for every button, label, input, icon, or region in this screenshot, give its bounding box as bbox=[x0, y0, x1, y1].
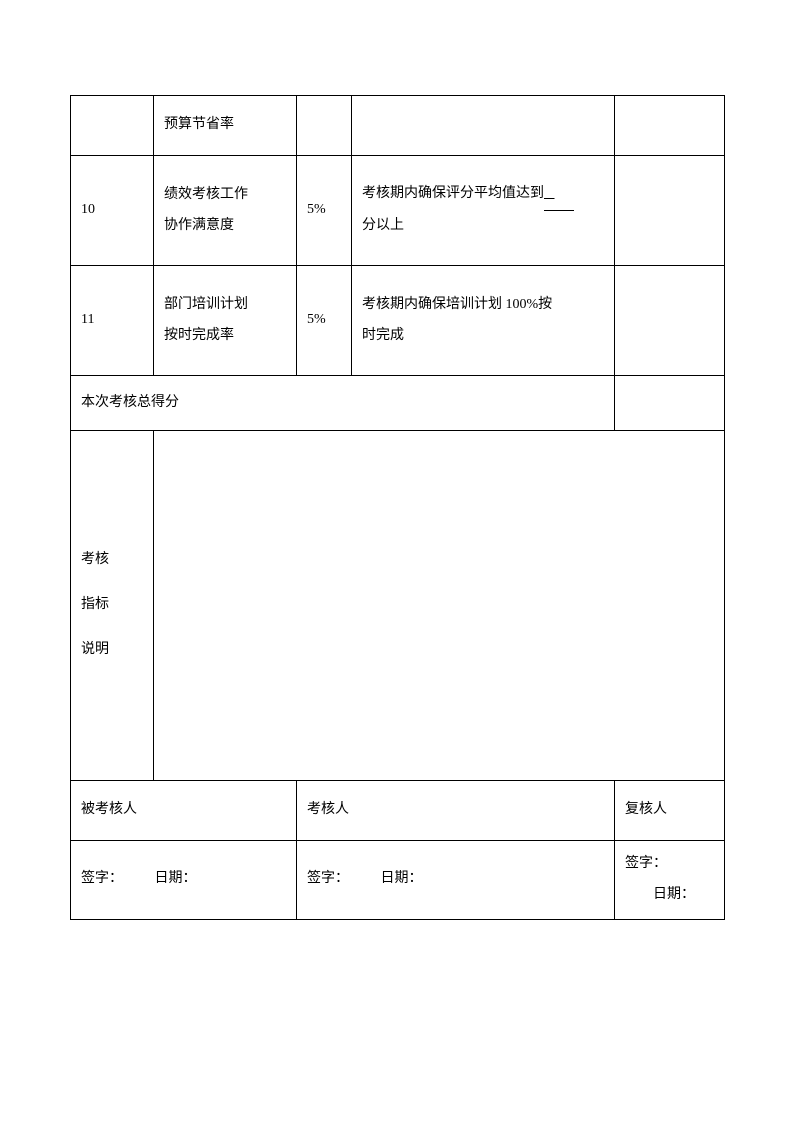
desc-line: 时完成 bbox=[362, 321, 604, 352]
cell-assessed-label: 被考核人 bbox=[71, 781, 297, 841]
cell-num: 10 bbox=[71, 156, 154, 266]
table-row: 11 部门培训计划 按时完成率 5% 考核期内确保培训计划 100%按 时完成 bbox=[71, 266, 725, 376]
desc-line: 考核期内确保培训计划 100%按 bbox=[362, 290, 604, 321]
cell-metric: 预算节省率 bbox=[154, 96, 297, 156]
cell-metric: 部门培训计划 按时完成率 bbox=[154, 266, 297, 376]
cell-reviewer-label: 复核人 bbox=[615, 781, 725, 841]
cell-total-label: 本次考核总得分 bbox=[71, 376, 615, 431]
cell-instruction-body bbox=[154, 431, 725, 781]
cell-num: 11 bbox=[71, 266, 154, 376]
blank-underline bbox=[544, 179, 574, 211]
signature-label: 签字： bbox=[307, 864, 349, 895]
cell-metric: 绩效考核工作 协作满意度 bbox=[154, 156, 297, 266]
metric-line: 协作满意度 bbox=[164, 211, 286, 242]
cell-sign-assessor: 签字： 日期： bbox=[297, 841, 615, 920]
signature-label: 签字： bbox=[625, 849, 667, 880]
desc-text: 考核期内确保评分平均值达到 bbox=[362, 186, 544, 201]
cell-sign-assessed: 签字： 日期： bbox=[71, 841, 297, 920]
desc-line: 分以上 bbox=[362, 211, 604, 242]
cell-desc: 考核期内确保评分平均值达到 分以上 bbox=[352, 156, 615, 266]
table-row-total: 本次考核总得分 bbox=[71, 376, 725, 431]
table-row: 10 绩效考核工作 协作满意度 5% 考核期内确保评分平均值达到 分以上 bbox=[71, 156, 725, 266]
cell-desc: 考核期内确保培训计划 100%按 时完成 bbox=[352, 266, 615, 376]
table-row-people: 被考核人 考核人 复核人 bbox=[71, 781, 725, 841]
desc-line: 考核期内确保评分平均值达到 bbox=[362, 179, 604, 211]
table-row-partial: 预算节省率 bbox=[71, 96, 725, 156]
date-label: 日期： bbox=[381, 864, 423, 895]
metric-line: 绩效考核工作 bbox=[164, 180, 286, 211]
cell-sign-reviewer: 签字： 日期： bbox=[615, 841, 725, 920]
cell-instruction-label: 考核 指标 说明 bbox=[71, 431, 154, 781]
date-label: 日期： bbox=[155, 864, 197, 895]
assessment-table: 预算节省率 10 绩效考核工作 协作满意度 5% 考核期内确保评分平均值达到 分… bbox=[70, 95, 725, 920]
instruct-line: 考核 bbox=[81, 538, 143, 583]
cell-pct bbox=[297, 96, 352, 156]
metric-line: 部门培训计划 bbox=[164, 290, 286, 321]
metric-line: 按时完成率 bbox=[164, 321, 286, 352]
table-row-sign: 签字： 日期： 签字： 日期： 签字： 日期： bbox=[71, 841, 725, 920]
cell-pct: 5% bbox=[297, 266, 352, 376]
cell-pct: 5% bbox=[297, 156, 352, 266]
cell-desc bbox=[352, 96, 615, 156]
cell-score bbox=[615, 96, 725, 156]
cell-score bbox=[615, 266, 725, 376]
signature-label: 签字： bbox=[81, 864, 123, 895]
instruct-line: 指标 bbox=[81, 583, 143, 628]
cell-total-score bbox=[615, 376, 725, 431]
page-container: 预算节省率 10 绩效考核工作 协作满意度 5% 考核期内确保评分平均值达到 分… bbox=[0, 0, 794, 920]
cell-score bbox=[615, 156, 725, 266]
cell-assessor-label: 考核人 bbox=[297, 781, 615, 841]
table-row-instruction: 考核 指标 说明 bbox=[71, 431, 725, 781]
date-label: 日期： bbox=[653, 880, 695, 911]
instruct-line: 说明 bbox=[81, 628, 143, 673]
cell-num bbox=[71, 96, 154, 156]
